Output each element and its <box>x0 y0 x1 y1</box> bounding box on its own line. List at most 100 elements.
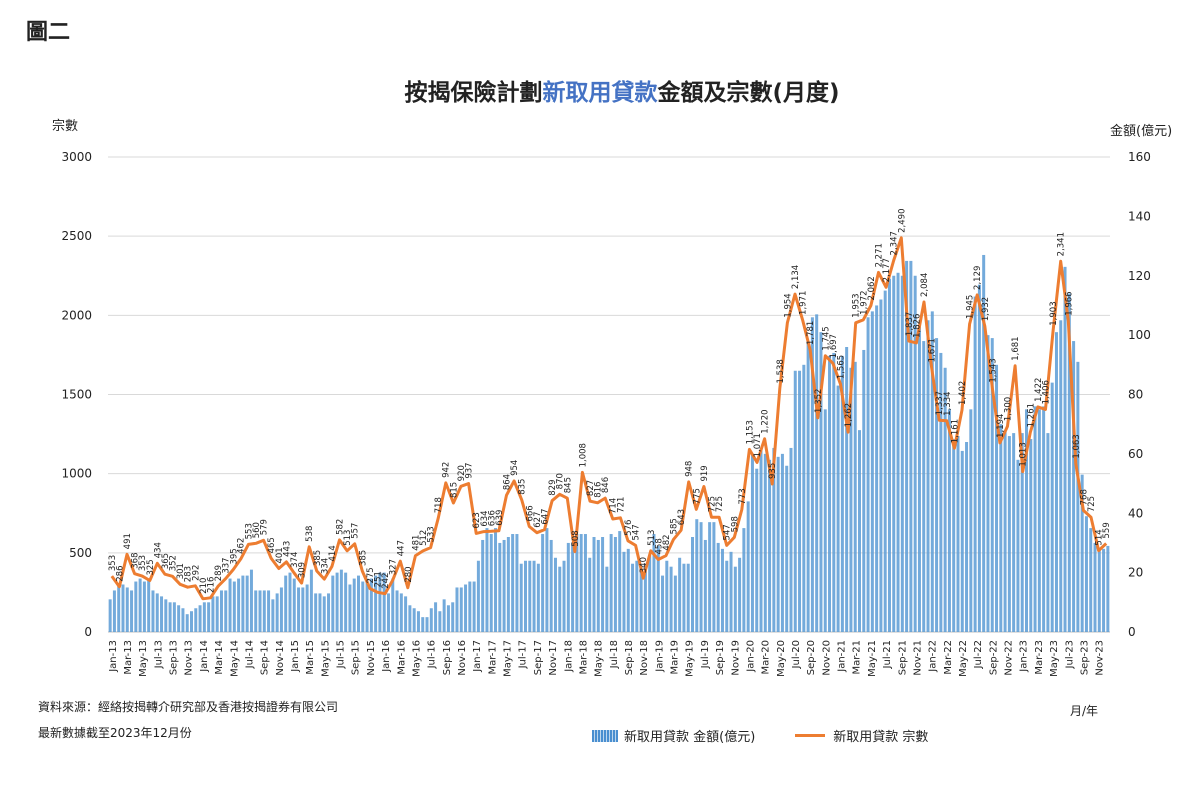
count-data-label: 353 <box>138 555 148 571</box>
amount-bar <box>459 587 463 632</box>
count-data-label: 639 <box>495 510 505 526</box>
amount-bar <box>190 611 193 632</box>
count-data-label: 870 <box>556 473 566 489</box>
count-data-label: 579 <box>260 519 270 535</box>
x-tick-label: May-17 <box>503 640 514 677</box>
count-data-label: 286 <box>115 565 125 581</box>
x-tick-label: Mar-23 <box>1034 640 1045 675</box>
count-data-label: 1,261 <box>1026 403 1036 427</box>
amount-bar <box>695 519 699 632</box>
x-tick-label: May-16 <box>411 640 422 677</box>
amount-bar <box>301 587 305 632</box>
amount-bar <box>198 605 202 632</box>
amount-bar <box>172 602 176 632</box>
legend-label-amount: 新取用貸款 金額(億元) <box>624 730 756 745</box>
x-tick-label: Sep-14 <box>260 640 271 675</box>
x-tick-label: Jan-13 <box>108 640 119 673</box>
amount-bar <box>314 593 318 632</box>
count-data-label: 292 <box>191 565 201 581</box>
amount-bar <box>870 311 874 632</box>
amount-bar <box>395 590 399 632</box>
count-data-label: 1,945 <box>966 295 976 319</box>
count-line-layer <box>110 236 1108 601</box>
count-data-label: 513 <box>343 530 353 546</box>
amount-bar <box>464 584 468 632</box>
amount-bar <box>738 557 742 632</box>
x-tick-label: Mar-20 <box>761 640 772 675</box>
x-tick-label: Mar-19 <box>670 640 681 675</box>
right-tick-label: 80 <box>1128 388 1143 402</box>
count-data-label: 340 <box>639 557 649 573</box>
amount-bar <box>712 522 716 632</box>
count-data-label: 815 <box>449 482 459 498</box>
amount-bar <box>506 537 510 632</box>
left-tick-label: 3000 <box>61 150 92 164</box>
amount-bar <box>819 332 823 632</box>
amount-bar <box>1029 439 1033 632</box>
amount-bar <box>130 590 134 632</box>
amount-bar <box>455 587 459 632</box>
amount-bar <box>502 539 506 632</box>
count-data-label: 512 <box>419 530 429 546</box>
amount-bar <box>716 542 720 632</box>
right-tick-label: 100 <box>1128 328 1151 342</box>
amount-bar <box>374 575 378 632</box>
count-data-label: 547 <box>632 524 642 540</box>
left-axis-ticks: 0 500 1000 1500 2000 2500 3000 <box>61 150 92 639</box>
left-tick-label: 0 <box>84 625 92 639</box>
count-data-label: 447 <box>396 540 406 556</box>
x-tick-label: May-20 <box>776 640 787 677</box>
x-tick-label: Nov-13 <box>184 640 195 676</box>
legend-label-count: 新取用貸款 宗數 <box>833 730 929 745</box>
amount-bar <box>344 572 348 632</box>
count-data-label: 242 <box>381 572 391 588</box>
left-tick-label: 500 <box>69 546 92 560</box>
amount-bar <box>451 602 455 632</box>
amount-bar <box>1012 433 1016 632</box>
amount-bar <box>142 581 146 632</box>
amount-bar <box>926 320 930 632</box>
amount-bar <box>973 296 977 632</box>
amount-bar <box>327 593 331 632</box>
amount-bar <box>1067 293 1071 632</box>
amount-bar <box>605 566 609 632</box>
amount-bar <box>639 566 643 632</box>
x-tick-label: Nov-19 <box>730 640 741 676</box>
amount-bar <box>421 617 425 632</box>
amount-bar <box>322 596 326 632</box>
count-data-label: 845 <box>563 477 573 493</box>
amount-bar <box>875 305 879 632</box>
count-data-label: 368 <box>131 552 141 568</box>
legend-item-amount: 新取用貸款 金額(億元) <box>592 726 755 745</box>
count-data-label: 725 <box>715 496 725 512</box>
count-data-label: 2,490 <box>897 209 907 233</box>
amount-bar <box>241 575 245 632</box>
amount-bar <box>579 534 583 632</box>
amount-bar <box>1093 542 1097 632</box>
amount-bar <box>939 352 943 632</box>
amount-bar <box>378 572 382 632</box>
amount-bar <box>168 602 172 632</box>
amount-bar <box>117 584 121 632</box>
right-axis-ticks: 0 20 40 60 80 100 120 140 160 <box>1128 150 1151 639</box>
count-data-label: 251 <box>373 571 383 587</box>
amount-bar <box>583 534 587 632</box>
amount-bar <box>982 254 986 632</box>
right-tick-label: 40 <box>1128 506 1143 520</box>
x-tick-label: May-14 <box>229 640 240 677</box>
count-data-label: 816 <box>594 482 604 498</box>
count-data-label: 465 <box>267 537 277 553</box>
left-axis-title: 宗數 <box>52 118 78 134</box>
count-data-label: 482 <box>662 534 672 550</box>
amount-bar <box>678 557 682 632</box>
count-data-label: 576 <box>624 520 634 536</box>
amount-bar <box>691 537 694 632</box>
x-tick-label: Jul-20 <box>791 640 802 669</box>
amount-bar <box>930 311 934 632</box>
chart-title: 按揭保險計劃新取用貸款金額及宗數(月度) <box>404 79 839 106</box>
amount-bar <box>720 548 724 632</box>
amount-bar <box>485 528 489 632</box>
count-data-label: 491 <box>123 533 133 549</box>
legend: 新取用貸款 金額(億元) 新取用貸款 宗數 <box>592 726 968 745</box>
amount-bar <box>412 608 416 632</box>
